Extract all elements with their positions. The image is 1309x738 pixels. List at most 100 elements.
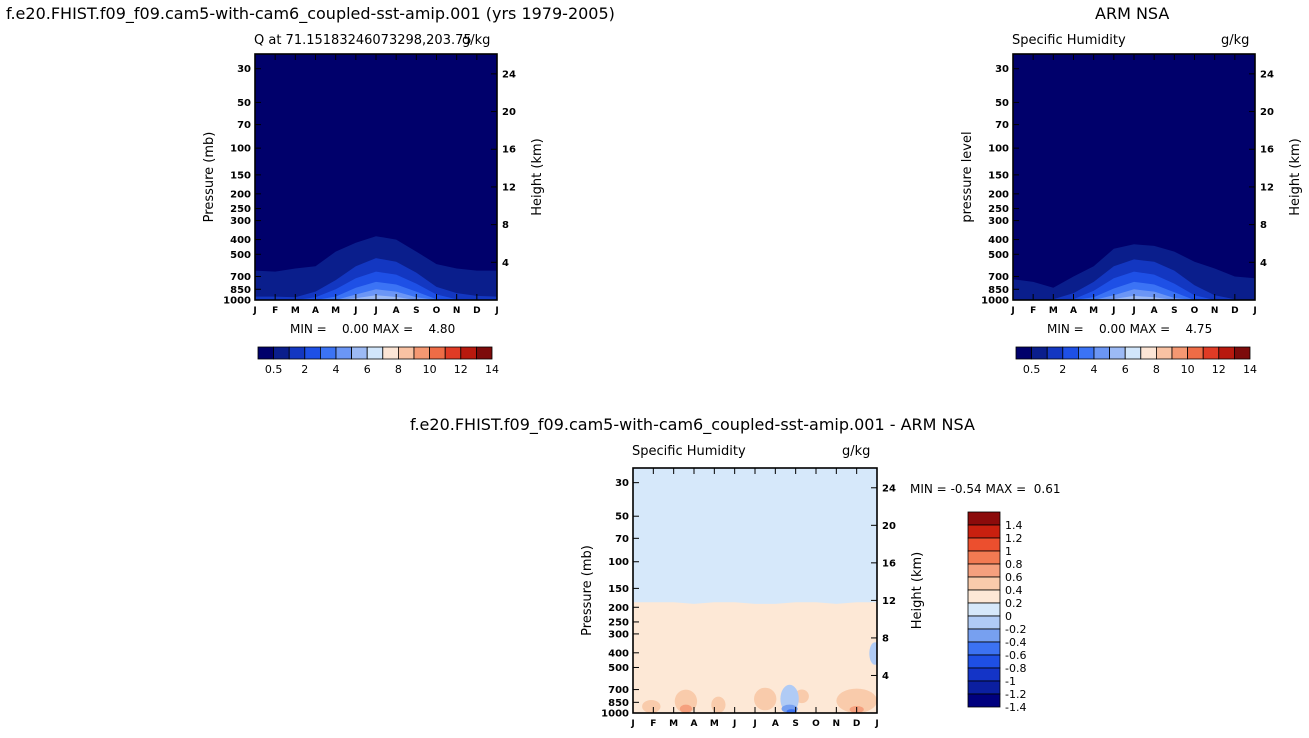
- model-pressure-label: 250: [230, 204, 251, 215]
- diff-min-label: MIN =: [910, 482, 947, 496]
- obs-subtitle-right: g/kg: [1221, 33, 1250, 48]
- model-colorbar-box: [366, 346, 384, 360]
- obs-min-max: MIN = 0.00 MAX = 4.75: [1047, 322, 1212, 336]
- obs-month-label: J: [1010, 306, 1014, 316]
- model-colorbar-label: 4: [333, 363, 340, 376]
- obs-pressure-label: 30: [995, 64, 1009, 75]
- model-height-label: 16: [502, 145, 516, 156]
- difference-figure-title: f.e20.FHIST.f09_f09.cam5-with-cam6_coupl…: [410, 415, 975, 434]
- diff-month-label: J: [874, 719, 878, 729]
- diff-pressure-label: 100: [608, 557, 629, 568]
- obs-colorbar-box: [1140, 346, 1157, 360]
- model-height-label: 4: [502, 258, 509, 269]
- diff-pressure-label: 250: [608, 617, 629, 628]
- model-colorbar-label: 2: [301, 363, 308, 376]
- model-height-label: 20: [502, 107, 516, 118]
- model-colorbar-box: [475, 346, 493, 360]
- model-pressure-label: 70: [237, 120, 251, 131]
- obs-month-label: D: [1231, 306, 1238, 316]
- model-colorbar-box: [429, 346, 446, 360]
- diff-anomaly-blob-9: [869, 642, 877, 665]
- diff-month-label: J: [630, 719, 634, 729]
- obs-pressure-label: 700: [988, 272, 1009, 283]
- diff-colorbar-label: -0.4: [1005, 636, 1026, 649]
- model-month-label: A: [393, 306, 400, 316]
- diff-anomaly-blob-5: [836, 688, 877, 713]
- model-month-label: J: [252, 306, 256, 316]
- obs-colorbar: 0.5 2 4 6 8 10 12 14: [1015, 346, 1257, 376]
- diff-month-label: D: [853, 719, 860, 729]
- diff-colorbar-label: 1.2: [1005, 532, 1023, 545]
- diff-colorbar-box: [967, 524, 1001, 539]
- model-pressure-label: 150: [230, 170, 251, 181]
- diff-height-label: 4: [882, 671, 889, 682]
- obs-height-label: 24: [1260, 69, 1274, 80]
- model-colorbar-box: [288, 346, 306, 360]
- diff-month-label: N: [833, 719, 841, 729]
- obs-colorbar-box: [1155, 346, 1173, 360]
- obs-pressure-label: 400: [988, 235, 1009, 246]
- diff-month-label: J: [732, 719, 736, 729]
- diff-anomaly-blob-3: [754, 687, 777, 711]
- obs-pressure-label: 150: [988, 170, 1009, 181]
- obs-colorbar-box: [1015, 346, 1033, 360]
- diff-colorbar-box: [967, 641, 1001, 656]
- model-colorbar-box: [273, 346, 290, 360]
- diff-min-value: -0.54: [950, 482, 982, 496]
- model-height-label: 12: [502, 182, 516, 193]
- diff-colorbar: 1.41.210.80.60.40.20-0.2-0.4-0.6-0.8-1-1…: [967, 511, 1026, 714]
- diff-pressure-label: 700: [608, 685, 629, 696]
- model-colorbar-box: [413, 346, 431, 360]
- diff-month-label: A: [691, 719, 698, 729]
- obs-pressure-label: 250: [988, 204, 1009, 215]
- model-pressure-label: 1000: [223, 296, 251, 307]
- obs-contour-fills: [1013, 54, 1255, 300]
- diff-colorbar-box: [967, 589, 1001, 604]
- diff-contour-fills: [633, 468, 877, 713]
- obs-colorbar-label: 4: [1091, 363, 1098, 376]
- diff-colorbar-label: 1: [1005, 545, 1012, 558]
- obs-max-label: MAX =: [1129, 322, 1171, 336]
- diff-subtitle-left: Specific Humidity: [632, 444, 746, 459]
- obs-colorbar-box: [1187, 346, 1204, 360]
- diff-colorbar-label: 0.4: [1005, 584, 1023, 597]
- model-month-label: N: [453, 306, 461, 316]
- obs-pressure-label: 100: [988, 144, 1009, 155]
- obs-colorbar-box: [1124, 346, 1142, 360]
- diff-month-label: S: [792, 719, 798, 729]
- model-colorbar-box: [444, 346, 462, 360]
- model-y-axis-label: Pressure (mb): [202, 132, 217, 223]
- diff-pressure-label: 300: [608, 629, 629, 640]
- model-colorbar-label: 8: [395, 363, 402, 376]
- diff-anomaly-blob-1: [642, 700, 661, 713]
- obs-y-axis-label: pressure level: [960, 131, 975, 222]
- diff-colorbar-box: [967, 511, 1001, 526]
- model-month-label: J: [373, 306, 377, 316]
- model-colorbar-box: [397, 346, 415, 360]
- obs-pressure-label: 500: [988, 250, 1009, 261]
- diff-month-label: J: [752, 719, 756, 729]
- obs-colorbar-box: [1218, 346, 1235, 360]
- obs-colorbar-label: 6: [1122, 363, 1129, 376]
- diff-colorbar-box: [967, 602, 1001, 617]
- obs-colorbar-box: [1062, 346, 1079, 360]
- obs-pressure-label: 850: [988, 285, 1009, 296]
- model-max-value: 4.80: [428, 322, 456, 336]
- obs-colorbar-box: [1046, 346, 1064, 360]
- diff-colorbar-box: [967, 576, 1001, 591]
- model-pressure-label: 700: [230, 272, 251, 283]
- model-pressure-label: 500: [230, 250, 251, 261]
- diff-anomaly-blob-2: [711, 696, 726, 713]
- left-figure-title: f.e20.FHIST.f09_f09.cam5-with-cam6_coupl…: [6, 4, 615, 23]
- obs-pressure-label: 50: [995, 98, 1009, 109]
- obs-colorbar-label: 8: [1153, 363, 1160, 376]
- diff-colorbar-label: 1.4: [1005, 519, 1023, 532]
- model-pressure-label: 200: [230, 189, 251, 200]
- obs-pressure-label: 1000: [981, 296, 1009, 307]
- model-colorbar-box: [460, 346, 477, 360]
- obs-height-label: 20: [1260, 107, 1274, 118]
- diff-negative-upper-region: [633, 468, 877, 604]
- model-colorbar-label: 14: [485, 363, 499, 376]
- diff-pressure-label: 850: [608, 698, 629, 709]
